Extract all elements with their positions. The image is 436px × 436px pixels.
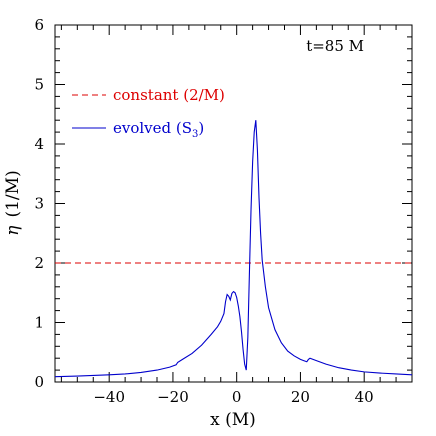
y-tick-label: 3 xyxy=(34,195,44,213)
annotation-time: t=85 M xyxy=(306,37,364,55)
legend-label-main: constant (2/M) xyxy=(113,86,225,104)
x-axis-label: x (M) xyxy=(210,410,256,430)
series-layer xyxy=(54,120,413,378)
legend-label-tail: ) xyxy=(198,119,204,137)
x-tick-label: −20 xyxy=(157,388,189,406)
series-line-1 xyxy=(54,120,413,378)
ticks xyxy=(55,24,413,383)
legend-label-subscript: 3 xyxy=(192,129,198,140)
y-axis-label-symbol: η xyxy=(3,225,23,236)
tick-labels: −40 −20 0 20 40 0 1 2 3 4 5 6 xyxy=(34,16,373,406)
y-axis-label: η (1/M) xyxy=(3,170,23,235)
legend-label-0: constant (2/M) xyxy=(113,86,225,104)
plot-frame xyxy=(54,24,413,383)
y-tick-label: 4 xyxy=(34,135,44,153)
x-tick-label: 20 xyxy=(291,388,310,406)
y-tick-label: 0 xyxy=(34,373,44,391)
legend: constant (2/M) evolved (S3) xyxy=(72,86,225,140)
legend-label-main: evolved (S xyxy=(113,119,192,137)
y-tick-label: 5 xyxy=(34,76,44,94)
x-tick-label: 40 xyxy=(355,388,374,406)
y-tick-label: 6 xyxy=(34,16,44,34)
y-axis-label-unit: (1/M) xyxy=(3,170,23,217)
x-tick-label: 0 xyxy=(232,388,242,406)
legend-label-1: evolved (S3) xyxy=(113,119,204,140)
y-tick-label: 2 xyxy=(34,254,44,272)
x-tick-label: −40 xyxy=(93,388,125,406)
y-tick-label: 1 xyxy=(34,314,44,332)
